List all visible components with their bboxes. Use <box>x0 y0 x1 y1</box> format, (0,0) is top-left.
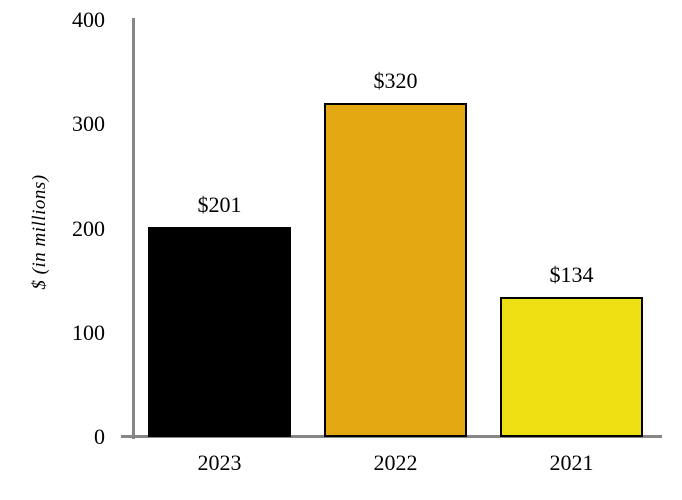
y-tick-label: 300 <box>72 111 105 137</box>
y-tick-label: 100 <box>72 319 105 345</box>
x-category-label: 2021 <box>549 450 594 475</box>
bar-value-label: $320 <box>373 68 418 94</box>
bar-2022 <box>324 103 467 437</box>
y-tick-label: 0 <box>94 424 105 449</box>
bar-value-label: $201 <box>197 192 242 218</box>
y-axis-line <box>132 18 135 439</box>
x-category-label: 2022 <box>373 450 418 475</box>
bar-2021 <box>500 297 643 437</box>
y-tick-label: 400 <box>72 7 105 32</box>
bar-value-label: $134 <box>549 262 594 288</box>
bar-2023 <box>148 227 291 437</box>
y-tick-label: 200 <box>72 215 105 241</box>
x-category-label: 2023 <box>197 450 242 475</box>
